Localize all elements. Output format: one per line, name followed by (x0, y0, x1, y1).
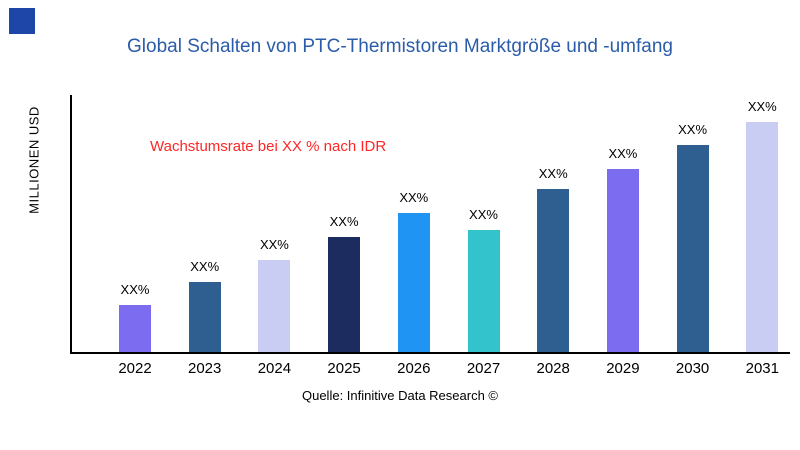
x-axis-tick-label-2031: 2031 (745, 360, 779, 377)
bar-2024 (258, 260, 291, 352)
bar-value-label-2023: XX% (190, 259, 220, 274)
x-axis-tick-label-2026: 2026 (397, 360, 431, 377)
chart-title: Global Schalten von PTC-Thermistoren Mar… (127, 36, 673, 57)
y-axis-label: MILLIONEN USD (26, 106, 42, 214)
bar-value-label-2026: XX% (399, 190, 429, 205)
bar-value-label-2024: XX% (259, 237, 289, 252)
x-axis-tick-label-2029: 2029 (606, 360, 640, 377)
source-text: Quelle: Infinitive Data Research © (301, 388, 498, 403)
x-axis-tick-label-2022: 2022 (118, 360, 152, 377)
x-axis-tick-label-2028: 2028 (536, 360, 570, 377)
bar-value-label-2027: XX% (469, 207, 498, 222)
bar-value-label-2031: XX% (747, 99, 777, 114)
bar-2031 (746, 122, 779, 352)
bar-chart-plot-area: XX% 2022 XX% 2023 XX% 2024 XX% 2025 XX% 2026 XX% 20… (70, 95, 790, 377)
bar-value-label-2022: XX% (120, 282, 150, 297)
x-axis-tick-label-2024: 2024 (257, 360, 292, 377)
bar-2023 (188, 282, 221, 352)
x-axis-tick-label-2027: 2027 (466, 360, 501, 377)
bar-2028 (537, 189, 570, 352)
x-axis-tick-label-2023: 2023 (188, 360, 222, 377)
x-axis-tick-label-2025: 2025 (327, 360, 361, 377)
bar-2029 (606, 169, 639, 352)
bar-2027 (467, 230, 500, 352)
bar-value-label-2025: XX% (329, 214, 359, 229)
bar-2030 (676, 145, 709, 352)
idr-logo (9, 8, 35, 34)
growth-rate-annotation: Wachstumsrate bei XX % nach IDR (150, 138, 387, 155)
x-axis-tick-label-2030: 2030 (675, 360, 710, 377)
bar-value-label-2028: XX% (538, 166, 568, 181)
bar-value-label-2030: XX% (678, 122, 708, 137)
bar-2026 (397, 213, 430, 352)
bar-2022 (119, 305, 151, 352)
bar-value-label-2029: XX% (608, 146, 638, 161)
bar-2025 (328, 237, 361, 352)
